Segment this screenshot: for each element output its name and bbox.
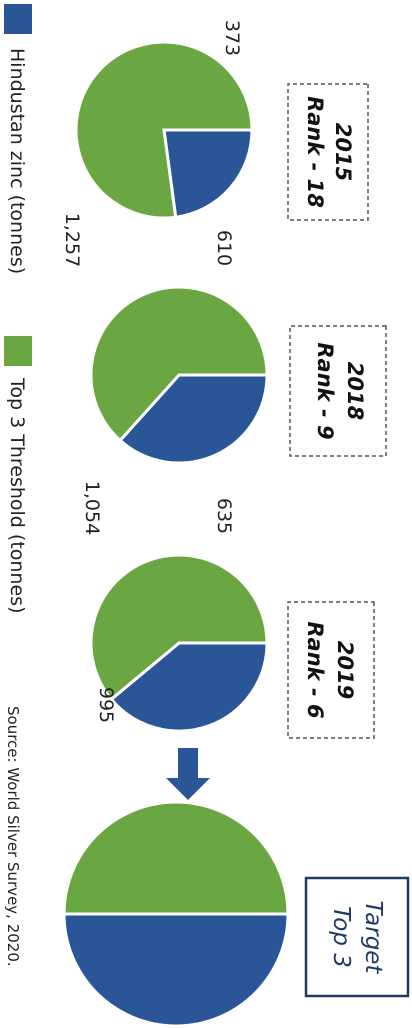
legend: Hindustan zinc (tonnes) Top 3 Threshold … (4, 4, 32, 613)
rank-box-2015-year: 2015 (331, 123, 355, 181)
rank-box-2018-year: 2018 (343, 362, 367, 420)
target-box-title: Target (360, 901, 386, 975)
rank-box-2018-rank: Rank - 9 (313, 342, 337, 439)
value-label-hindustan-2018: 610 (213, 230, 235, 266)
pie-slice-threshold-2019 (89, 553, 269, 702)
legend-swatch-threshold (4, 336, 32, 366)
pie-slice-threshold-2015 (74, 40, 254, 220)
target-box-sub: Top 3 (328, 906, 354, 968)
legend-swatch-hindustan (4, 4, 32, 34)
target-box: Target Top 3 (304, 876, 410, 998)
rank-box-2015-rank: Rank - 18 (303, 96, 327, 208)
legend-label-threshold: Top 3 Threshold (tonnes) (6, 377, 28, 613)
pie-slice-hindustan-target (62, 912, 290, 1028)
rank-box-2019-year: 2019 (333, 641, 357, 699)
value-label-threshold-2018: 1,054 (81, 481, 103, 535)
rank-box-2018: 2018 Rank - 9 (289, 325, 387, 457)
pie-slice-threshold-target (62, 800, 290, 916)
pie-slice-hindustan-2018 (118, 373, 269, 465)
rank-box-2019-rank: Rank - 6 (303, 621, 327, 718)
down-arrow-icon (166, 748, 210, 800)
pie-slice-hindustan-2015 (162, 128, 254, 219)
rank-box-2019: 2019 Rank - 6 (287, 601, 375, 739)
rank-box-2015: 2015 Rank - 18 (287, 83, 369, 221)
source-note: Source: World Silver Survey, 2020. (4, 706, 22, 967)
value-label-hindustan-2019: 635 (213, 498, 235, 534)
value-label-hindustan-2015: 373 (221, 20, 243, 56)
pie-slice-threshold-2018 (89, 285, 269, 443)
pie-slice-hindustan-2019 (109, 641, 269, 733)
pies (62, 40, 290, 1028)
legend-label-hindustan: Hindustan zinc (tonnes) (6, 48, 28, 274)
value-label-threshold-2019: 995 (95, 687, 117, 723)
value-label-threshold-2015: 1,257 (61, 213, 83, 267)
